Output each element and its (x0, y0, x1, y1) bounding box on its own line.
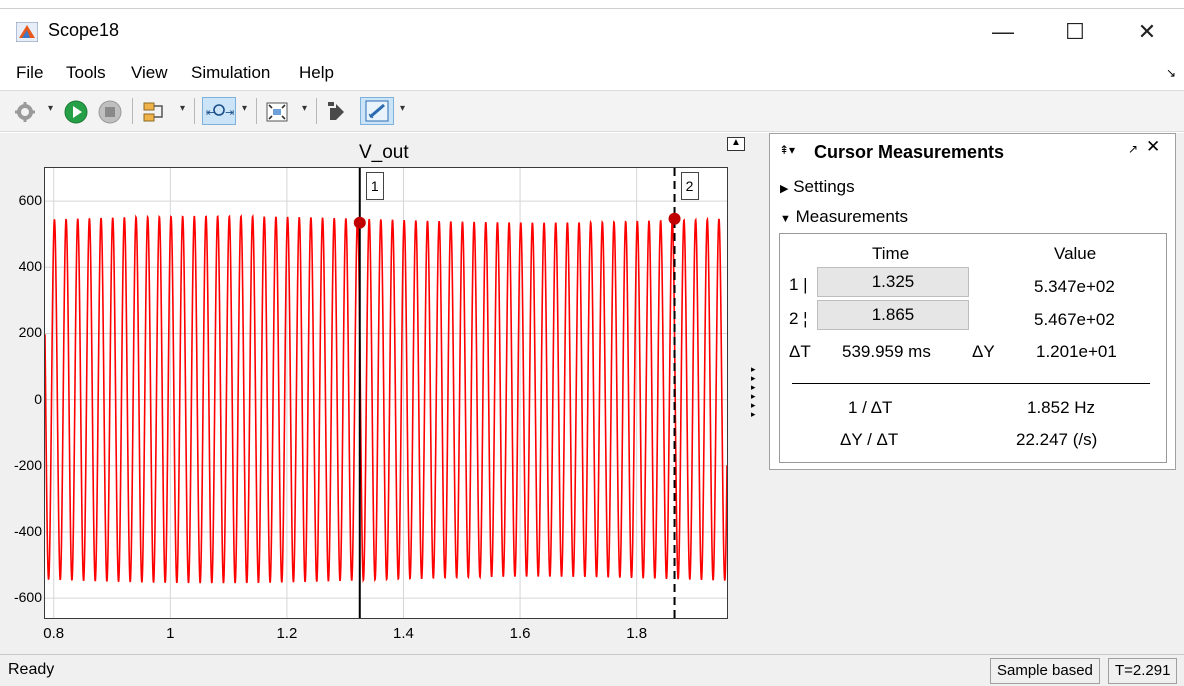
window-title: Scope18 (48, 20, 120, 40)
x-tick-label: 1 (166, 625, 175, 642)
zoom-dropdown-icon[interactable]: ▾ (242, 103, 248, 114)
panel-close-icon[interactable]: ✕ (1146, 137, 1161, 156)
panel-toggle-arrows[interactable]: ▸ ▸ ▸ ▸ ▸ ▸ (751, 364, 756, 419)
y-tick-label: -200 (13, 456, 42, 473)
matlab-icon (16, 22, 38, 42)
panel-title: Cursor Measurements (814, 142, 1005, 162)
plot-title: V_out (359, 142, 409, 163)
x-tick-label: 1.6 (509, 625, 531, 642)
fit-dropdown-icon[interactable]: ▾ (302, 103, 308, 114)
step-icon[interactable] (142, 100, 168, 124)
measure-dropdown-icon[interactable]: ▾ (400, 103, 406, 114)
table-divider (792, 383, 1150, 384)
chart-svg (45, 168, 727, 618)
plot-area[interactable] (44, 167, 728, 619)
cursor-2-value: 5.467e+02 (1034, 310, 1115, 329)
minimize-button[interactable]: — (992, 19, 1014, 44)
cursor-2-label[interactable]: 2 (680, 172, 699, 200)
toolbar-separator (194, 98, 195, 124)
status-ready: Ready (8, 661, 55, 678)
stop-icon[interactable] (98, 100, 122, 124)
undock-icon[interactable]: ↘ (1166, 66, 1177, 80)
menu-help[interactable]: Help (299, 63, 334, 82)
menu-view[interactable]: View (131, 63, 168, 82)
value-header: Value (1054, 244, 1097, 263)
cursor-1-label[interactable]: 1 (365, 172, 384, 200)
slope-value: 22.247 (/s) (1016, 430, 1098, 449)
expand-plot-icon[interactable]: ▲ (727, 137, 745, 151)
toolbar (0, 90, 1184, 132)
run-icon[interactable] (64, 100, 88, 124)
x-tick-label: 1.2 (276, 625, 298, 642)
cursor-1-marker (353, 216, 366, 229)
time-header: Time (872, 244, 910, 263)
expand-down-icon: ▼ (780, 213, 791, 225)
cursor-measure-icon (365, 100, 389, 122)
cursor-2-row-label: 2 ¦ (789, 309, 808, 328)
toolbar-separator (316, 98, 317, 124)
measurements-section[interactable]: ▼ Measurements (780, 207, 908, 227)
y-tick-label: -400 (13, 522, 42, 539)
zoom-icon: ⇤ ⇥ (206, 104, 234, 119)
status-bar (0, 654, 1184, 686)
slope-label: ΔY / ΔT (840, 430, 899, 449)
cursor-1-row-label: 1 | (789, 275, 808, 294)
fit-icon[interactable] (264, 100, 290, 124)
svg-text:⇤: ⇤ (206, 107, 215, 119)
expand-right-icon: ▶ (780, 183, 789, 195)
close-window-button[interactable]: ✕ (1137, 19, 1157, 44)
maximize-button[interactable]: ☐ (1065, 19, 1085, 44)
signal-icon[interactable] (326, 100, 350, 124)
y-tick-label: -600 (13, 589, 42, 606)
menu-simulation[interactable]: Simulation (191, 63, 271, 82)
panel-undock-icon[interactable]: ↗ (1128, 142, 1139, 156)
zoom-button[interactable]: ⇤ ⇥ (202, 97, 236, 125)
toolbar-separator (256, 98, 257, 124)
inverse-delta-t-label: 1 / ΔT (848, 398, 893, 417)
y-tick-label: 0 (34, 390, 42, 407)
gear-icon[interactable] (14, 101, 36, 123)
cursor-1-time-field[interactable]: 1.325 (817, 267, 969, 297)
x-tick-label: 1.8 (626, 625, 648, 642)
panel-pin-icon[interactable]: ⇞▾ (779, 143, 796, 157)
y-tick-label: 200 (18, 324, 42, 341)
y-tick-label: 400 (18, 258, 42, 275)
x-tick-label: 1.4 (393, 625, 414, 642)
delta-y-value: 1.201e+01 (1036, 342, 1117, 361)
step-dropdown-icon[interactable]: ▾ (180, 103, 186, 114)
cursor-2-marker (668, 212, 681, 225)
cursor-measure-button[interactable] (360, 97, 394, 125)
delta-t-label: ΔT (789, 342, 811, 361)
toolbar-separator (132, 98, 133, 124)
delta-t-value: 539.959 ms (842, 342, 931, 361)
settings-label: Settings (793, 177, 855, 196)
settings-dropdown-icon[interactable]: ▾ (48, 103, 54, 114)
y-tick-label: 600 (18, 192, 42, 209)
menu-tools[interactable]: Tools (66, 63, 106, 82)
signal-line (45, 213, 727, 584)
sample-mode-indicator: Sample based (990, 658, 1100, 684)
svg-text:⇥: ⇥ (225, 107, 234, 119)
measurements-label: Measurements (795, 207, 909, 226)
simulation-time-indicator: T=2.291 (1108, 658, 1178, 684)
frequency-value: 1.852 Hz (1027, 398, 1096, 417)
delta-y-label: ΔY (972, 342, 995, 361)
menu-file[interactable]: File (16, 63, 44, 82)
title-bar (0, 8, 1184, 54)
cursor-2-time-field[interactable]: 1.865 (817, 300, 969, 330)
settings-section[interactable]: ▶ Settings (780, 177, 855, 197)
x-tick-label: 0.8 (43, 625, 65, 642)
cursor-1-value: 5.347e+02 (1034, 277, 1115, 296)
menu-bar (0, 60, 1184, 88)
